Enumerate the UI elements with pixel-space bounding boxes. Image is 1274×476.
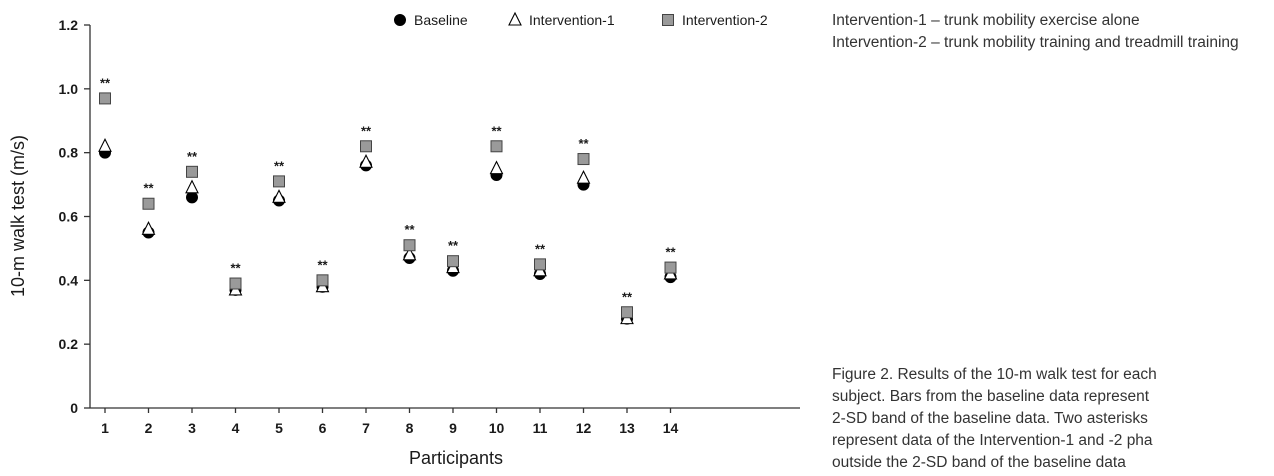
- x-tick-label: 14: [663, 420, 679, 436]
- x-tick-label: 12: [576, 420, 592, 436]
- significance-mark-1: **: [100, 75, 111, 90]
- significance-mark-3: **: [187, 149, 198, 164]
- x-tick-label: 9: [449, 420, 457, 436]
- note-intervention-2: Intervention-2 – trunk mobility training…: [832, 34, 1239, 51]
- legend-label: Intervention-1: [529, 12, 615, 28]
- y-tick-label: 0.4: [59, 272, 79, 288]
- y-tick-label: 0: [70, 400, 78, 416]
- y-tick-label: 1.2: [59, 17, 79, 33]
- data-marks: ** ** ** ** ** ** ** ** ** ** ** ** ** **: [98, 75, 678, 325]
- legend-marker-circle: [394, 14, 406, 26]
- point-square-6: [316, 274, 329, 287]
- point-triangle-1: [98, 138, 112, 152]
- x-tick-label: 7: [362, 420, 370, 436]
- x-tick-label: 1: [101, 420, 109, 436]
- point-triangle-7: [359, 154, 373, 168]
- significance-mark-4: **: [230, 261, 241, 276]
- significance-mark-14: **: [665, 245, 676, 260]
- significance-mark-5: **: [274, 158, 285, 173]
- legend-marker-square: [662, 14, 674, 26]
- significance-mark-2: **: [143, 181, 154, 196]
- point-square-10: [490, 140, 503, 153]
- legend-label: Baseline: [414, 12, 468, 28]
- x-axis-title: Participants: [409, 448, 503, 468]
- point-square-7: [360, 140, 372, 153]
- point-triangle-8: [402, 246, 417, 261]
- significance-mark-8: **: [404, 222, 415, 237]
- point-square-8: [403, 239, 416, 252]
- point-triangle-12: [576, 169, 591, 184]
- point-square-1: [99, 92, 111, 105]
- significance-mark-6: **: [317, 257, 328, 272]
- point-square-11: [534, 258, 546, 271]
- point-triangle-2: [141, 221, 156, 235]
- x-tick-label: 13: [619, 420, 635, 436]
- significance-mark-11: **: [535, 241, 546, 256]
- x-tick-label: 4: [232, 420, 240, 436]
- legend-marker-triangle: [508, 11, 522, 26]
- point-square-5: [273, 175, 285, 188]
- y-tick-label: 0.2: [59, 336, 79, 352]
- y-axis-title: 10-m walk test (m/s): [8, 135, 28, 297]
- x-tick-label: 2: [145, 420, 153, 436]
- point-square-4: [229, 277, 242, 290]
- figure-caption: Figure 2. Results of the 10-m walk test …: [832, 366, 1157, 471]
- point-square-12: [577, 153, 590, 166]
- x-tick-label: 8: [406, 420, 414, 436]
- x-tick-label: 6: [319, 420, 327, 436]
- x-tick-label: 3: [188, 420, 196, 436]
- legend: Baseline Intervention-1 Intervention-2: [394, 11, 768, 28]
- point-triangle-3: [185, 179, 199, 194]
- axes: [89, 25, 800, 409]
- y-tick-label: 1.0: [59, 81, 79, 97]
- point-square-3: [186, 165, 198, 178]
- y-ticks: 0 0.2 0.4 0.6 0.8 1.0 1.2: [59, 17, 90, 416]
- x-tick-label: 10: [489, 420, 505, 436]
- note-intervention-1: Intervention-1 – trunk mobility exercise…: [832, 12, 1140, 29]
- point-square-2: [142, 197, 155, 210]
- significance-mark-7: **: [361, 123, 372, 138]
- point-triangle-5: [272, 189, 286, 203]
- y-tick-label: 0.6: [59, 209, 79, 225]
- y-tick-label: 0.8: [59, 145, 79, 161]
- x-tick-label: 5: [275, 420, 283, 436]
- point-square-14: [664, 261, 677, 274]
- point-square-13: [621, 306, 633, 319]
- x-tick-label: 11: [533, 420, 548, 436]
- point-triangle-10: [489, 160, 504, 175]
- significance-mark-12: **: [578, 136, 589, 151]
- point-circle-3: [186, 191, 198, 204]
- legend-label: Intervention-2: [682, 12, 768, 28]
- x-ticks: 1 2 3 4 5 6 7 8 9 10 11 12 13 14: [101, 408, 678, 436]
- intervention-notes: Intervention-1 – trunk mobility exercise…: [832, 10, 1252, 54]
- significance-mark-13: **: [622, 289, 633, 304]
- walk-test-chart: 00.20.40.60.81.01.2 1 2 3 4 5 6 7 8 9 10 11 12 13 14 …: [8, 11, 800, 468]
- significance-mark-10: **: [491, 123, 502, 138]
- significance-mark-9: **: [448, 238, 459, 253]
- point-square-9: [447, 255, 459, 268]
